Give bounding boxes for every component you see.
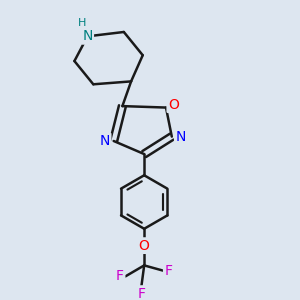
Text: O: O <box>168 98 179 112</box>
Text: H: H <box>77 18 86 28</box>
Text: F: F <box>164 264 172 278</box>
Text: O: O <box>139 238 150 253</box>
Text: N: N <box>175 130 186 144</box>
Text: N: N <box>100 134 110 148</box>
Text: N: N <box>82 29 93 43</box>
Text: F: F <box>137 286 145 300</box>
Text: F: F <box>116 269 124 284</box>
